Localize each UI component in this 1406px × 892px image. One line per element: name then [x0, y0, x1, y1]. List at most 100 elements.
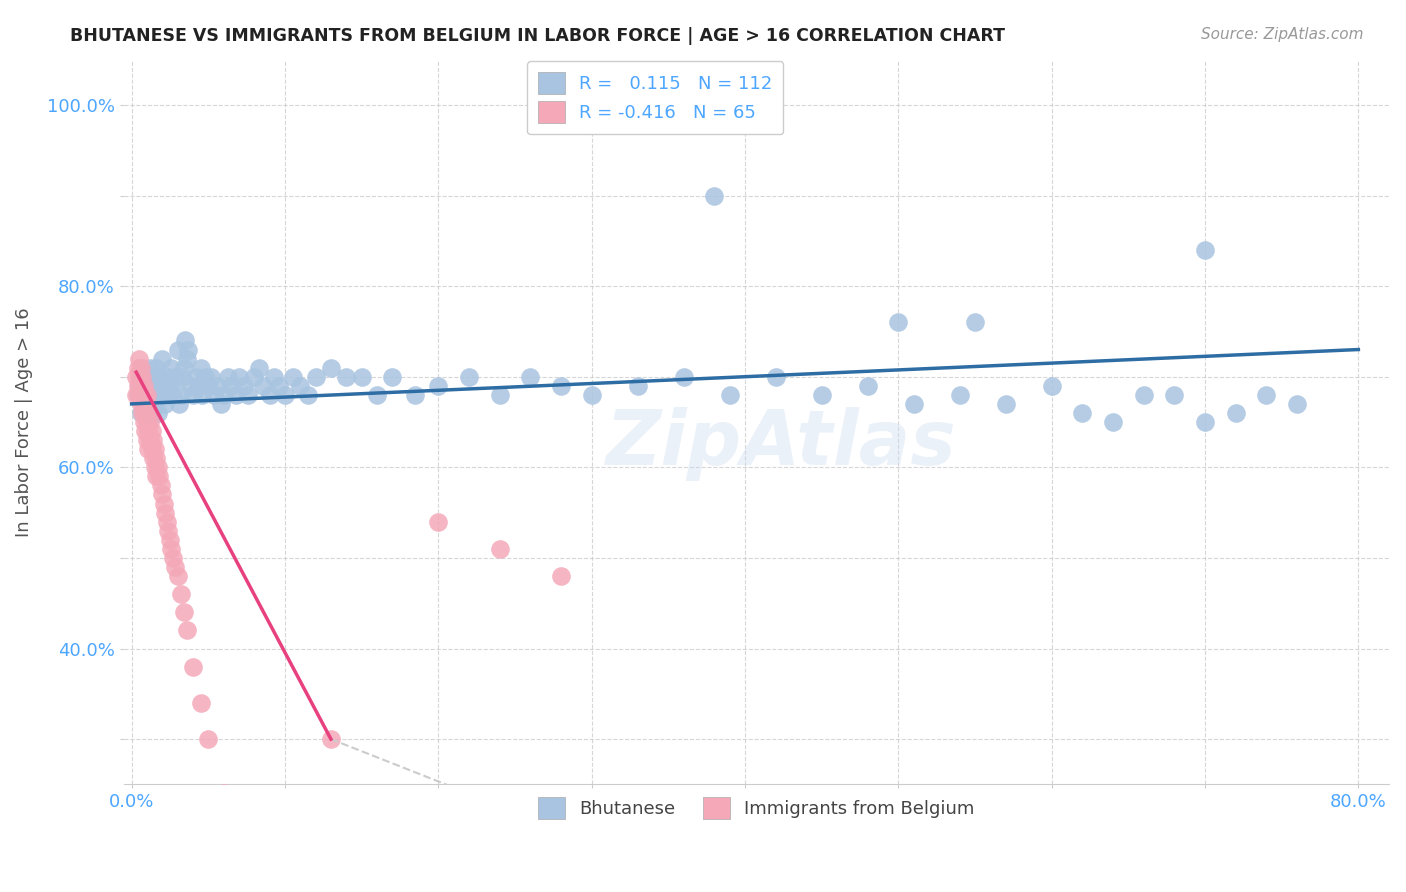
- Point: [335, 369, 357, 384]
- Point: [152, 378, 174, 392]
- Point: [263, 369, 285, 384]
- Point: [138, 406, 160, 420]
- Point: [1285, 397, 1308, 411]
- Point: [181, 659, 204, 673]
- Point: [427, 515, 450, 529]
- Point: [138, 424, 160, 438]
- Point: [173, 360, 195, 375]
- Point: [350, 369, 373, 384]
- Point: [134, 424, 156, 438]
- Point: [319, 360, 342, 375]
- Point: [135, 388, 157, 402]
- Point: [519, 369, 541, 384]
- Point: [148, 378, 170, 392]
- Point: [194, 369, 217, 384]
- Point: [190, 696, 212, 710]
- Point: [1256, 388, 1278, 402]
- Point: [135, 406, 157, 420]
- Point: [259, 877, 281, 891]
- Point: [186, 378, 208, 392]
- Point: [143, 397, 166, 411]
- Point: [127, 360, 149, 375]
- Point: [142, 451, 165, 466]
- Text: BHUTANESE VS IMMIGRANTS FROM BELGIUM IN LABOR FORCE | AGE > 16 CORRELATION CHART: BHUTANESE VS IMMIGRANTS FROM BELGIUM IN …: [70, 27, 1005, 45]
- Point: [134, 406, 156, 420]
- Point: [1163, 388, 1185, 402]
- Point: [173, 605, 195, 619]
- Point: [143, 460, 166, 475]
- Point: [142, 388, 165, 402]
- Point: [129, 397, 152, 411]
- Point: [949, 388, 972, 402]
- Point: [160, 360, 183, 375]
- Point: [672, 369, 695, 384]
- Text: Source: ZipAtlas.com: Source: ZipAtlas.com: [1201, 27, 1364, 42]
- Point: [219, 378, 242, 392]
- Point: [217, 369, 239, 384]
- Point: [243, 369, 266, 384]
- Point: [252, 378, 274, 392]
- Point: [366, 388, 388, 402]
- Point: [200, 369, 222, 384]
- Point: [177, 343, 200, 357]
- Point: [191, 388, 214, 402]
- Point: [297, 388, 319, 402]
- Point: [141, 406, 163, 420]
- Point: [145, 360, 167, 375]
- Point: [259, 388, 281, 402]
- Point: [128, 369, 150, 384]
- Point: [169, 388, 191, 402]
- Point: [156, 388, 179, 402]
- Point: [143, 442, 166, 457]
- Point: [157, 524, 180, 538]
- Point: [135, 369, 157, 384]
- Point: [129, 406, 152, 420]
- Point: [141, 442, 163, 457]
- Point: [550, 569, 572, 583]
- Point: [152, 497, 174, 511]
- Point: [146, 460, 169, 475]
- Point: [267, 378, 290, 392]
- Point: [1132, 388, 1154, 402]
- Point: [228, 822, 250, 837]
- Point: [146, 406, 169, 420]
- Point: [131, 406, 153, 420]
- Point: [1225, 406, 1247, 420]
- Point: [274, 388, 297, 402]
- Point: [427, 378, 450, 392]
- Point: [236, 388, 259, 402]
- Point: [129, 360, 152, 375]
- Point: [1040, 378, 1063, 392]
- Point: [131, 388, 153, 402]
- Point: [163, 560, 186, 574]
- Point: [139, 415, 162, 429]
- Point: [146, 388, 169, 402]
- Point: [132, 397, 155, 411]
- Point: [1194, 243, 1216, 257]
- Point: [132, 415, 155, 429]
- Point: [138, 442, 160, 457]
- Point: [156, 515, 179, 529]
- Point: [319, 732, 342, 747]
- Point: [148, 369, 170, 384]
- Point: [159, 533, 181, 547]
- Point: [142, 369, 165, 384]
- Point: [207, 378, 229, 392]
- Point: [149, 478, 172, 492]
- Point: [281, 369, 304, 384]
- Point: [550, 378, 572, 392]
- Point: [125, 369, 148, 384]
- Point: [160, 541, 183, 556]
- Point: [190, 360, 212, 375]
- Point: [209, 397, 232, 411]
- Point: [458, 369, 481, 384]
- Point: [963, 315, 986, 329]
- Point: [184, 369, 207, 384]
- Point: [159, 378, 181, 392]
- Point: [994, 397, 1017, 411]
- Text: ZipAtlas: ZipAtlas: [606, 407, 957, 481]
- Point: [132, 369, 155, 384]
- Point: [162, 388, 184, 402]
- Point: [125, 388, 148, 402]
- Point: [135, 433, 157, 447]
